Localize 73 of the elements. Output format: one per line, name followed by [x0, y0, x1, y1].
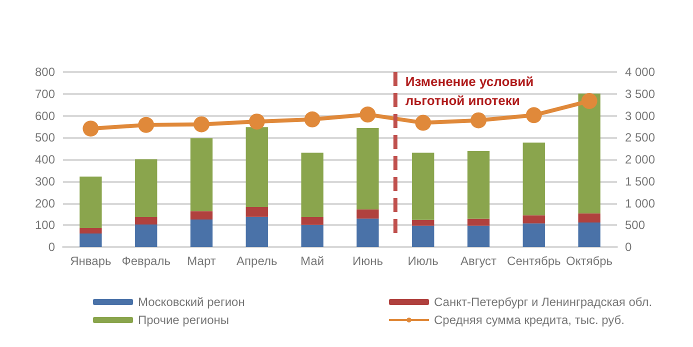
bar [135, 159, 158, 218]
bar [135, 217, 158, 224]
point [526, 107, 542, 124]
legend-label: Прочие регионы [138, 313, 230, 327]
bar [522, 223, 545, 247]
bar [356, 128, 379, 210]
point [138, 116, 154, 133]
point [415, 114, 432, 131]
legend-label: Московский регион [138, 295, 245, 309]
bar [301, 224, 324, 247]
y-tick-label: 500 [34, 130, 56, 145]
bar [246, 127, 268, 207]
bar [246, 216, 268, 247]
ref-line-label: Изменение условий льготной ипотеки [405, 74, 534, 108]
point [82, 120, 99, 137]
bar [578, 213, 600, 222]
point [470, 112, 486, 128]
bar [80, 228, 102, 234]
bar [467, 226, 490, 247]
point [304, 111, 320, 128]
y-tick-label: 400 [34, 152, 56, 166]
bar [412, 220, 434, 226]
point [581, 93, 598, 110]
point [360, 106, 376, 123]
x-tick-label: Май [300, 254, 324, 268]
bar [190, 219, 213, 247]
point [248, 114, 265, 130]
y-tick-label: 800 [34, 65, 56, 79]
y2-tick-label: 1 000 [625, 196, 656, 210]
bar [190, 138, 213, 212]
y2-tick-label: 3 500 [625, 86, 656, 101]
bar [578, 222, 600, 247]
bar [246, 206, 268, 217]
x-tick-label: Сентябрь [507, 254, 561, 268]
legend-label: Средняя сумма кредита, тыс. руб. [434, 313, 624, 327]
bar [190, 211, 213, 220]
y2-tick-label: 2 000 [625, 152, 656, 166]
x-tick-label: Август [460, 254, 498, 268]
bar [467, 150, 490, 219]
y-tick-label: 100 [34, 218, 56, 232]
x-tick-label: Июнь [352, 254, 383, 268]
bar [356, 209, 379, 219]
x-tick-label: Февраль [122, 254, 170, 268]
bar [301, 217, 324, 225]
y-tick-label: 700 [34, 86, 56, 101]
bar [522, 142, 545, 216]
y-tick-label: 0 [48, 240, 56, 254]
bar [135, 224, 158, 247]
y-tick-label: 200 [34, 196, 56, 210]
y2-tick-label: 2 500 [625, 130, 656, 145]
bar [522, 215, 545, 224]
bar [80, 176, 102, 228]
y2-tick-label: 3 000 [625, 108, 656, 123]
bar [356, 218, 379, 247]
x-tick-label: Март [187, 254, 216, 268]
bar [80, 233, 102, 247]
bar [467, 218, 490, 226]
bar [578, 94, 600, 214]
point [194, 116, 210, 132]
x-tick-label: Апрель [236, 254, 278, 268]
y2-tick-label: 4 000 [625, 65, 656, 79]
y-tick-label: 600 [34, 108, 56, 123]
y2-tick-label: 0 [625, 240, 632, 254]
y-tick-label: 300 [34, 174, 56, 188]
y2-tick-label: 1 500 [625, 174, 656, 188]
bar [412, 226, 434, 247]
bar [301, 152, 324, 218]
y2-tick-label: 500 [625, 218, 646, 232]
x-tick-label: Октябрь [566, 254, 613, 268]
legend-label: Санкт-Петербург и Ленинградская обл. [434, 295, 652, 309]
x-tick-label: Июль [408, 254, 438, 268]
bar [412, 152, 434, 220]
x-tick-label: Январь [70, 254, 112, 268]
